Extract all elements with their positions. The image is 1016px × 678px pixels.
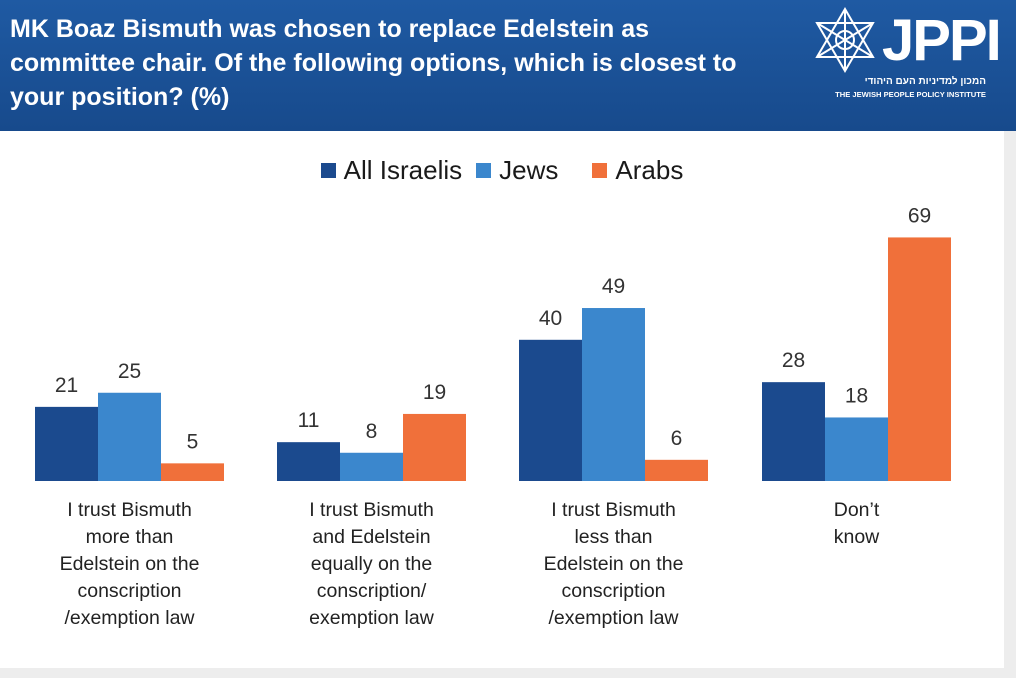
category-label-1: I trust Bismuth more than Edelstein on the…: [30, 497, 230, 632]
category-label-4: Don’t know: [757, 497, 957, 551]
bar-chart: 21 25 5 11 8 19 40 49 6 28 18 69: [35, 204, 951, 481]
bar-all-israelis-3: [519, 339, 582, 481]
data-label-jews-2: 8: [366, 420, 378, 443]
legend-swatch-all-israelis: [320, 163, 336, 178]
data-label-all-israelis-1: 21: [55, 374, 78, 397]
legend-item-arabs: Arabs: [592, 155, 683, 186]
bar-arabs-2: [403, 413, 466, 481]
bar-jews-4: [825, 417, 888, 481]
legend-label-all-israelis: All Israelis: [343, 155, 463, 185]
legend-item-jews: Jews: [476, 155, 558, 186]
data-label-all-israelis-2: 11: [298, 409, 320, 432]
category-label-line: less than: [574, 526, 653, 548]
bar-all-israelis-2: [277, 442, 340, 481]
legend-swatch-jews: [476, 163, 492, 178]
category-label-line: Edelstein on the: [59, 553, 200, 575]
logo-hebrew-text: המכון למדיניות העם היהודי: [864, 76, 986, 87]
chart-panel: All Israelis Jews Arabs 21 25 5 11 8 19 40 49 6 2…: [0, 131, 1004, 668]
star-of-david-icon: [815, 7, 875, 73]
category-label-line: equally on the: [310, 553, 433, 575]
logo-english-text: THE JEWISH PEOPLE POLICY INSTITUTE: [835, 90, 986, 99]
bar-jews-2: [340, 452, 403, 481]
category-label-line: know: [833, 526, 880, 548]
data-label-jews-3: 49: [602, 275, 625, 298]
chart-title: MK Boaz Bismuth was chosen to replace Ed…: [10, 15, 737, 111]
bar-all-israelis-1: [35, 406, 98, 481]
category-label-line: I trust Bismuth: [67, 499, 192, 521]
category-label-3: I trust Bismuth less than Edelstein on the…: [514, 497, 714, 632]
category-label-line: /exemption law: [64, 607, 195, 629]
data-label-jews-4: 18: [845, 384, 868, 407]
category-label-line: conscription: [561, 580, 666, 602]
category-label-line: and Edelstein: [312, 526, 431, 548]
bar-arabs-1: [161, 463, 224, 481]
legend-label-arabs: Arabs: [615, 155, 684, 185]
jppi-logo: JPPI המכון למדיניות העם היהודי THE JEWIS…: [812, 6, 1002, 116]
data-label-jews-1: 25: [118, 360, 141, 383]
logo-wordmark: JPPI: [882, 8, 1002, 73]
bar-jews-3: [582, 308, 645, 481]
data-label-arabs-1: 5: [187, 430, 199, 453]
category-label-line: I trust Bismuth: [309, 499, 434, 521]
legend-label-jews: Jews: [499, 155, 559, 185]
legend: All Israelis Jews Arabs: [0, 155, 1004, 186]
category-label-line: I trust Bismuth: [551, 499, 676, 521]
category-label-2: I trust Bismuth and Edelstein equally on t…: [272, 497, 472, 632]
category-label-line: conscription/: [316, 580, 427, 602]
category-label-line: Don’t: [833, 499, 880, 521]
bar-arabs-4: [888, 237, 951, 481]
data-label-arabs-3: 6: [671, 427, 683, 450]
data-label-all-israelis-4: 28: [782, 349, 805, 372]
category-label-line: conscription: [77, 580, 182, 602]
bar-arabs-3: [645, 459, 708, 481]
chart-header: MK Boaz Bismuth was chosen to replace Ed…: [0, 0, 1016, 131]
legend-item-all-israelis: All Israelis: [320, 155, 463, 186]
legend-swatch-arabs: [592, 163, 608, 178]
category-label-line: exemption law: [309, 607, 434, 629]
data-label-arabs-4: 69: [908, 204, 931, 227]
bar-jews-1: [98, 392, 161, 481]
data-label-arabs-2: 19: [423, 381, 446, 404]
category-label-line: Edelstein on the: [543, 553, 684, 575]
bar-all-israelis-4: [762, 382, 825, 481]
category-label-line: more than: [85, 526, 174, 548]
category-label-line: /exemption law: [548, 607, 679, 629]
data-label-all-israelis-3: 40: [539, 307, 562, 330]
